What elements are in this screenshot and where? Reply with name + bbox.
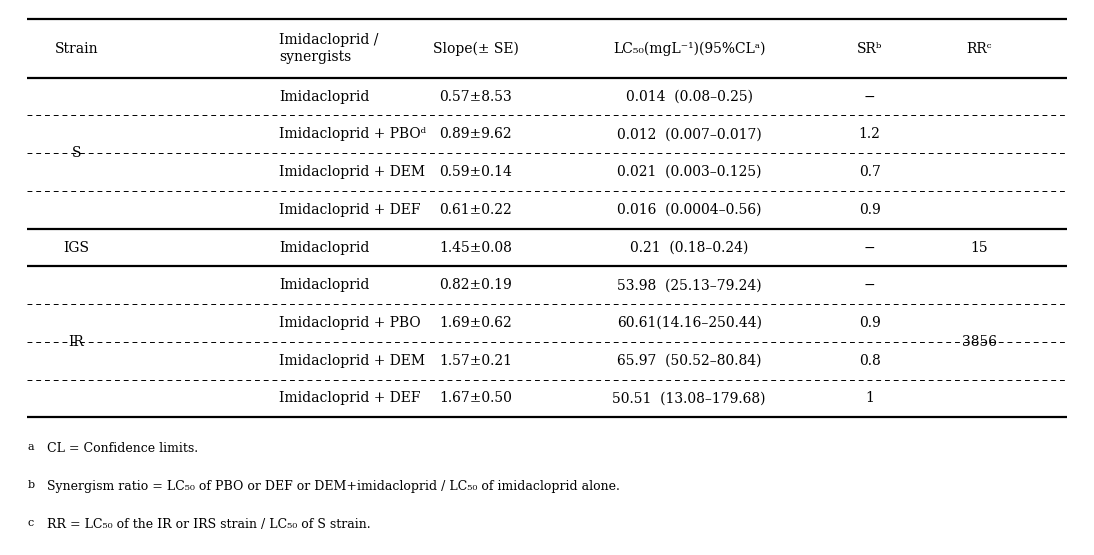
Text: Strain: Strain [55, 42, 98, 56]
Text: 1.67±0.50: 1.67±0.50 [440, 391, 512, 406]
Text: 1.69±0.62: 1.69±0.62 [440, 316, 512, 330]
Text: −: − [864, 240, 875, 255]
Text: IR: IR [69, 335, 84, 349]
Text: 0.014  (0.08–0.25): 0.014 (0.08–0.25) [626, 89, 753, 104]
Text: 0.8: 0.8 [859, 354, 881, 368]
Text: 0.016  (0.0004–0.56): 0.016 (0.0004–0.56) [617, 203, 761, 217]
Text: SRᵇ: SRᵇ [857, 42, 883, 56]
Text: 0.61±0.22: 0.61±0.22 [440, 203, 512, 217]
Text: 0.21  (0.18–0.24): 0.21 (0.18–0.24) [630, 240, 748, 255]
Text: 0.89±9.62: 0.89±9.62 [440, 127, 512, 142]
Text: Synergism ratio = LC₅₀ of PBO or DEF or DEM+imidacloprid / LC₅₀ of imidacloprid : Synergism ratio = LC₅₀ of PBO or DEF or … [47, 480, 620, 493]
Text: 1.2: 1.2 [859, 127, 881, 142]
Text: 0.9: 0.9 [859, 203, 881, 217]
Text: IGS: IGS [63, 240, 90, 255]
Text: −: − [864, 278, 875, 292]
Text: Imidacloprid + PBO: Imidacloprid + PBO [279, 316, 420, 330]
Text: 60.61(14.16–250.44): 60.61(14.16–250.44) [617, 316, 761, 330]
Text: c: c [27, 518, 34, 528]
Text: Imidacloprid: Imidacloprid [279, 89, 370, 104]
Text: 53.98  (25.13–79.24): 53.98 (25.13–79.24) [617, 278, 761, 292]
Text: 1.57±0.21: 1.57±0.21 [440, 354, 512, 368]
Text: Imidacloprid + DEF: Imidacloprid + DEF [279, 391, 420, 406]
Text: 1: 1 [865, 391, 874, 406]
Text: RR = LC₅₀ of the IR or IRS strain / LC₅₀ of S strain.: RR = LC₅₀ of the IR or IRS strain / LC₅₀… [47, 518, 371, 531]
Text: S: S [72, 146, 81, 160]
Text: 0.7: 0.7 [859, 165, 881, 179]
Text: RRᶜ: RRᶜ [966, 42, 992, 56]
Text: 50.51  (13.08–179.68): 50.51 (13.08–179.68) [613, 391, 766, 406]
Text: b: b [27, 480, 35, 490]
Text: Imidacloprid: Imidacloprid [279, 240, 370, 255]
Text: Imidacloprid: Imidacloprid [279, 278, 370, 292]
Text: Imidacloprid + DEM: Imidacloprid + DEM [279, 165, 424, 179]
Text: a: a [27, 442, 34, 452]
Text: −: − [864, 89, 875, 104]
Text: 65.97  (50.52–80.84): 65.97 (50.52–80.84) [617, 354, 761, 368]
Text: LC₅₀(mgL⁻¹)(95%CLᵃ): LC₅₀(mgL⁻¹)(95%CLᵃ) [613, 42, 766, 56]
Text: 0.021  (0.003–0.125): 0.021 (0.003–0.125) [617, 165, 761, 179]
Text: Slope(± SE): Slope(± SE) [433, 42, 519, 56]
Text: Imidacloprid + DEF: Imidacloprid + DEF [279, 203, 420, 217]
Text: Imidacloprid /
synergists: Imidacloprid / synergists [279, 33, 379, 64]
Text: CL = Confidence limits.: CL = Confidence limits. [47, 442, 198, 455]
Text: 0.59±0.14: 0.59±0.14 [440, 165, 512, 179]
Text: Imidacloprid + PBOᵈ: Imidacloprid + PBOᵈ [279, 127, 426, 142]
Text: 15: 15 [970, 240, 988, 255]
Text: Imidacloprid + DEM: Imidacloprid + DEM [279, 354, 424, 368]
Text: 0.82±0.19: 0.82±0.19 [440, 278, 512, 292]
Text: 0.57±8.53: 0.57±8.53 [440, 89, 512, 104]
Text: 0.9: 0.9 [859, 316, 881, 330]
Text: 0.012  (0.007–0.017): 0.012 (0.007–0.017) [617, 127, 761, 142]
Text: 3856: 3856 [962, 335, 997, 349]
Text: 1.45±0.08: 1.45±0.08 [440, 240, 512, 255]
